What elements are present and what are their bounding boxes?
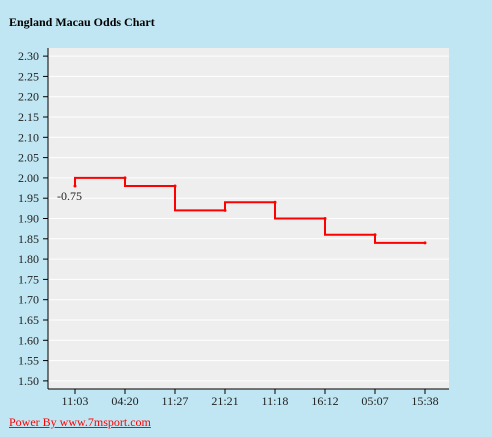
y-tick-label: 1.95 xyxy=(18,191,39,205)
y-tick-label: 2.05 xyxy=(18,151,39,165)
x-tick-label: 04:20 xyxy=(111,394,138,408)
series-line xyxy=(74,176,425,244)
data-point xyxy=(323,217,327,220)
y-tick-label: 1.60 xyxy=(18,333,39,347)
y-tick-label: 1.85 xyxy=(18,232,39,246)
y-tick-label: 1.90 xyxy=(18,212,39,226)
y-tick-label: 2.10 xyxy=(18,130,39,144)
y-tick-label: 1.75 xyxy=(18,272,39,286)
chart-title: England Macau Odds Chart xyxy=(9,15,155,29)
y-tick-label: 2.30 xyxy=(18,49,39,63)
y-tick-label: 1.50 xyxy=(18,374,39,388)
y-tick-label: 2.25 xyxy=(18,69,39,83)
annotations: -0.75 xyxy=(57,189,82,203)
y-tick-label: 1.65 xyxy=(18,313,39,327)
data-point xyxy=(173,184,177,188)
data-point xyxy=(423,241,427,245)
odds-series xyxy=(73,176,427,245)
x-tick-label: 11:03 xyxy=(62,394,89,408)
x-tick-label: 16:12 xyxy=(311,394,338,408)
data-point xyxy=(373,233,377,237)
y-tick-label: 1.55 xyxy=(18,354,39,368)
data-point xyxy=(123,176,127,180)
y-tick-label: 1.80 xyxy=(18,252,39,266)
x-tick-label: 11:18 xyxy=(262,394,289,408)
data-point xyxy=(223,208,227,212)
handicap-annotation: -0.75 xyxy=(57,189,82,203)
data-point xyxy=(73,184,77,188)
x-tick-label: 05:07 xyxy=(361,394,388,408)
x-tick-label: 21:21 xyxy=(211,394,238,408)
grid-lines xyxy=(48,55,449,382)
y-tick-label: 2.00 xyxy=(18,171,39,185)
y-tick-label: 1.70 xyxy=(18,293,39,307)
x-tick-label: 11:27 xyxy=(162,394,189,408)
x-tick-label: 15:38 xyxy=(411,394,438,408)
y-tick-label: 2.15 xyxy=(18,110,39,124)
data-point xyxy=(273,200,277,204)
footer-link[interactable]: Power By www.7msport.com xyxy=(9,415,151,429)
y-tick-label: 2.20 xyxy=(18,90,39,104)
y-ticks: 2.30 2.25 2.20 2.15 2.10 2.05 2.00 1.95 1.90 1.85… xyxy=(18,49,48,388)
x-ticks: 11:03 04:20 11:27 21:21 11:18 16:12 05:07 15:38 xyxy=(62,389,439,408)
